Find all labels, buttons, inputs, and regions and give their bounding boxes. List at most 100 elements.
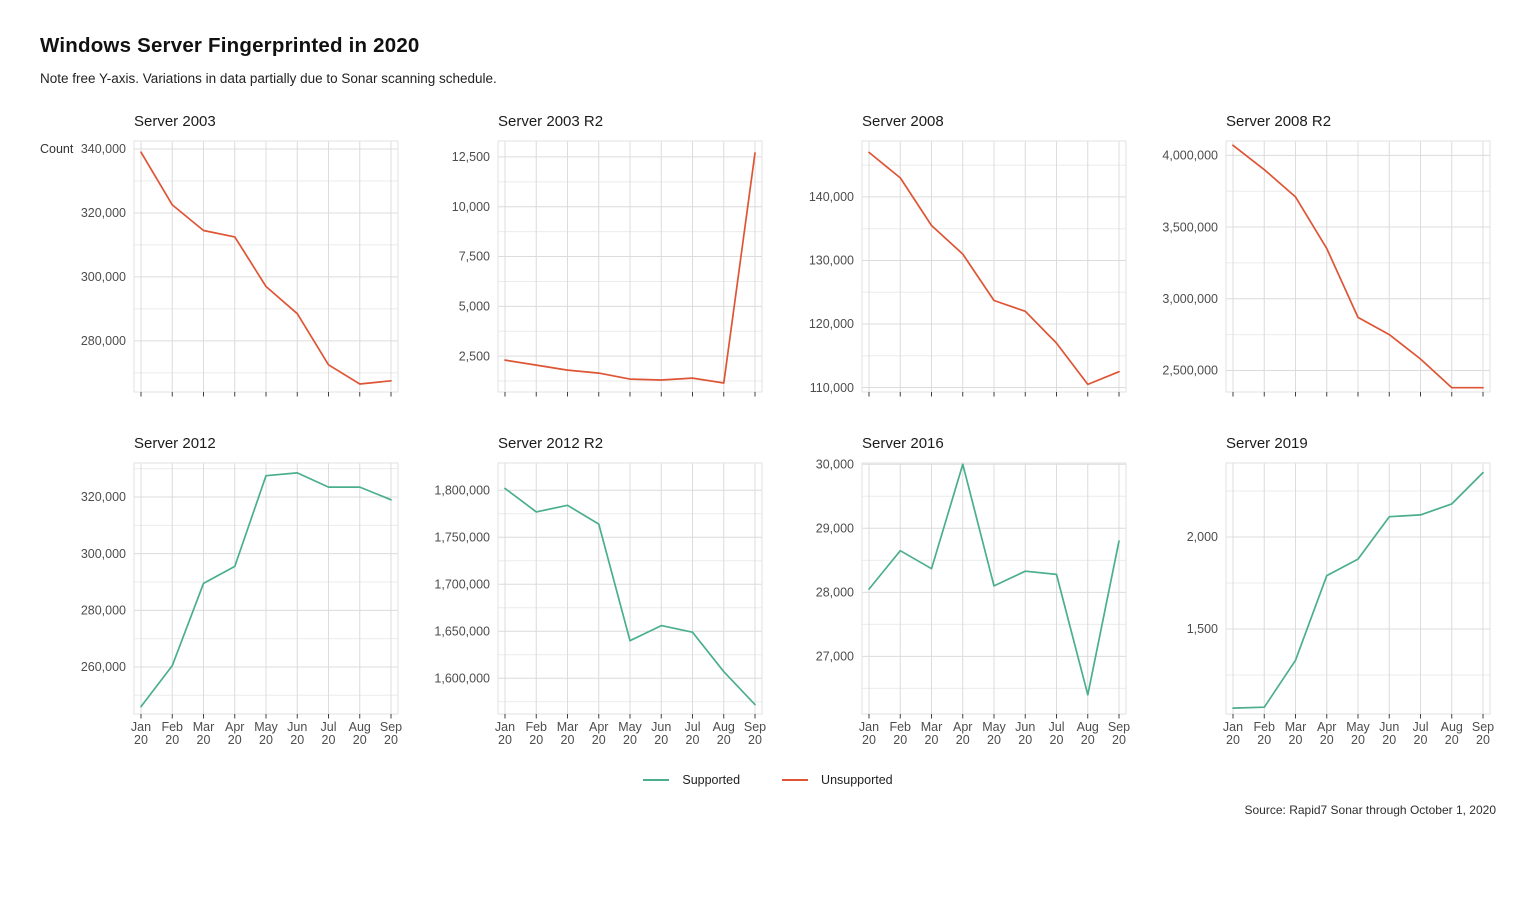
facet-title: Server 2012 R2 bbox=[498, 435, 604, 452]
svg-text:340,000: 340,000 bbox=[81, 142, 126, 156]
facet-chart-server-2008: 110,000 120,000 130,000 140,000 bbox=[809, 140, 1127, 397]
facet-chart-server-2008-r2: 2,500,000 3,000,000 3,500,000 4,000,000 bbox=[1162, 140, 1491, 397]
svg-text:27,000: 27,000 bbox=[816, 650, 854, 664]
facet-server-2008: Server 2008 110,000 120,000 130,000 140,000 bbox=[768, 111, 1132, 399]
svg-text:130,000: 130,000 bbox=[809, 254, 854, 268]
svg-text:2,500,000: 2,500,000 bbox=[1162, 364, 1218, 378]
svg-text:300,000: 300,000 bbox=[81, 547, 126, 561]
page-subtitle: Note free Y-axis. Variations in data par… bbox=[40, 71, 497, 86]
svg-text:110,000: 110,000 bbox=[810, 381, 854, 395]
facet-chart-server-2012-r2: 1,600,000 1,650,000 1,700,000 1,750,000 1,80… bbox=[434, 462, 766, 747]
svg-text:7,500: 7,500 bbox=[459, 250, 490, 264]
svg-text:4,000,000: 4,000,000 bbox=[1162, 149, 1218, 163]
legend: Supported Unsupported bbox=[0, 773, 1536, 787]
svg-text:2,500: 2,500 bbox=[459, 349, 490, 363]
svg-text:300,000: 300,000 bbox=[81, 270, 126, 284]
facet-title: Server 2003 bbox=[134, 113, 216, 130]
svg-text:260,000: 260,000 bbox=[81, 660, 126, 674]
facet-chart-server-2003: 280,000 300,000 320,000 340,000 Count bbox=[40, 140, 399, 397]
legend-label-unsupported: Unsupported bbox=[821, 773, 893, 787]
svg-text:1,600,000: 1,600,000 bbox=[434, 671, 490, 685]
svg-text:320,000: 320,000 bbox=[81, 490, 126, 504]
svg-text:1,700,000: 1,700,000 bbox=[434, 577, 490, 591]
svg-text:12,500: 12,500 bbox=[452, 150, 490, 164]
svg-text:280,000: 280,000 bbox=[81, 334, 126, 348]
facet-title: Server 2003 R2 bbox=[498, 113, 604, 130]
svg-text:280,000: 280,000 bbox=[81, 604, 126, 618]
svg-text:2,000: 2,000 bbox=[1187, 530, 1218, 544]
svg-text:29,000: 29,000 bbox=[816, 522, 854, 536]
svg-text:10,000: 10,000 bbox=[452, 200, 490, 214]
svg-text:28,000: 28,000 bbox=[816, 586, 854, 600]
facet-title: Server 2008 bbox=[862, 113, 944, 130]
facet-chart-server-2012: 260,000 280,000 300,000 320,000 Jan 20 Feb 20 Ma… bbox=[81, 462, 402, 747]
source-caption: Source: Rapid7 Sonar through October 1, … bbox=[1244, 803, 1497, 817]
facet-title: Server 2016 bbox=[862, 435, 944, 452]
facet-server-2003-r2: Server 2003 R2 2,500 5,000 7,500 10,000 12,5… bbox=[404, 111, 768, 399]
svg-text:3,500,000: 3,500,000 bbox=[1162, 220, 1218, 234]
svg-text:3,000,000: 3,000,000 bbox=[1162, 292, 1218, 306]
facet-server-2012: Server 2012 260,000 280,000 300,000 320,000… bbox=[40, 433, 404, 751]
unsupported-line-swatch-icon bbox=[782, 779, 809, 781]
legend-label-supported: Supported bbox=[682, 773, 741, 787]
facet-server-2019: Server 2019 1,500 2,000 Jan 20 Feb 20 Mar 20 Apr… bbox=[1132, 433, 1496, 751]
svg-text:30,000: 30,000 bbox=[816, 457, 854, 471]
svg-text:1,750,000: 1,750,000 bbox=[434, 530, 490, 544]
svg-text:5,000: 5,000 bbox=[459, 300, 490, 314]
svg-text:Count: Count bbox=[40, 142, 74, 156]
facet-server-2003: Server 2003 280,000 300,000 320,000 340,000… bbox=[40, 111, 404, 399]
legend-item-unsupported: Unsupported bbox=[782, 773, 893, 787]
facet-server-2016: Server 2016 27,000 28,000 29,000 30,000 Jan 2… bbox=[768, 433, 1132, 751]
facet-server-2008-r2: Server 2008 R2 2,500,000 3,000,000 3,500,0… bbox=[1132, 111, 1496, 399]
chart-header: Windows Server Fingerprinted in 2020 Not… bbox=[40, 34, 1496, 87]
facet-chart-server-2003-r2: 2,500 5,000 7,500 10,000 12,500 bbox=[452, 140, 763, 397]
svg-text:140,000: 140,000 bbox=[809, 190, 854, 204]
facet-title: Server 2012 bbox=[134, 435, 216, 452]
facet-server-2012-r2: Server 2012 R2 1,600,000 1,650,000 1,700,0… bbox=[404, 433, 768, 751]
svg-text:1,500: 1,500 bbox=[1187, 622, 1218, 636]
svg-text:1,650,000: 1,650,000 bbox=[434, 624, 490, 638]
page-title: Windows Server Fingerprinted in 2020 bbox=[40, 34, 420, 57]
svg-text:320,000: 320,000 bbox=[81, 206, 126, 220]
facet-chart-server-2016: 27,000 28,000 29,000 30,000 Jan 20 Feb 20 Mar 20 A… bbox=[816, 457, 1130, 747]
svg-text:120,000: 120,000 bbox=[809, 317, 854, 331]
supported-line-swatch-icon bbox=[643, 779, 670, 781]
facet-chart-server-2019: 1,500 2,000 Jan 20 Feb 20 Mar 20 Apr 20 May 20 Jun 20… bbox=[1187, 462, 1494, 747]
facet-grid: Server 2003 280,000 300,000 320,000 340,000… bbox=[40, 111, 1496, 751]
facet-title: Server 2019 bbox=[1226, 435, 1308, 452]
